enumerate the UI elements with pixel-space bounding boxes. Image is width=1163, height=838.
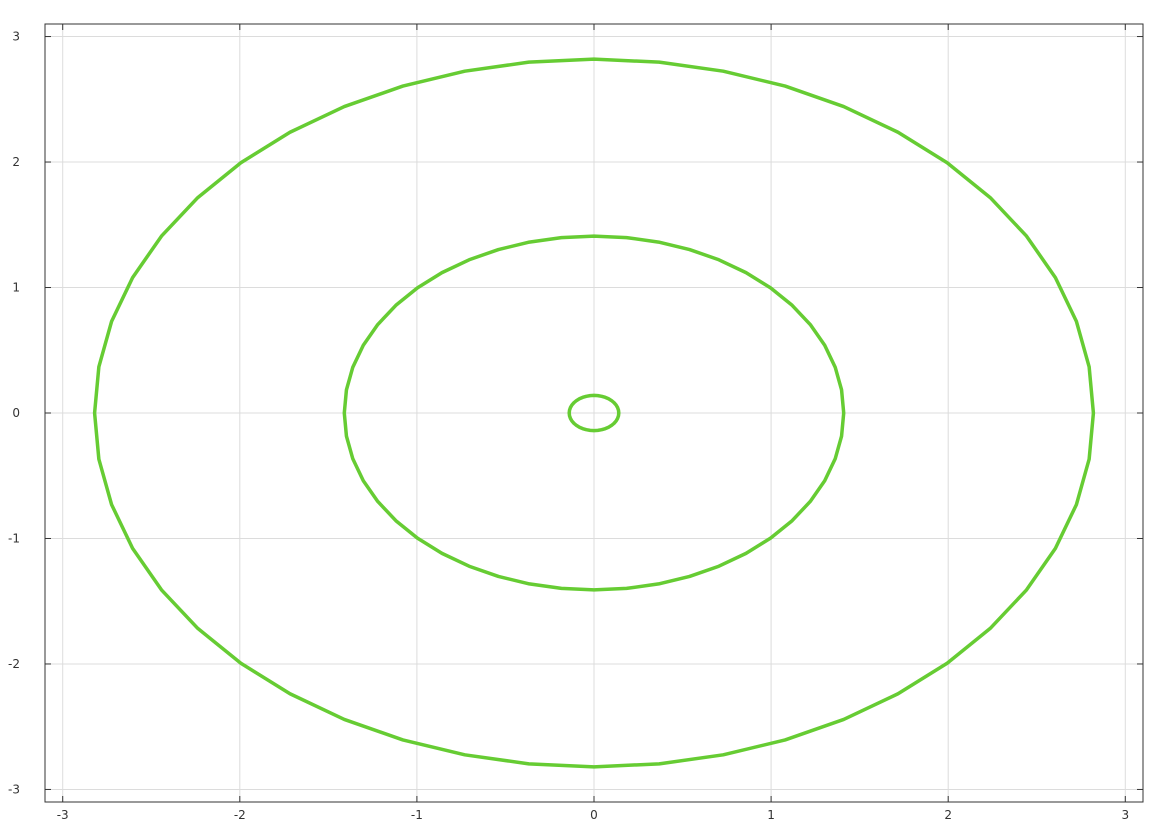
y-tick-label: 1 bbox=[12, 281, 20, 295]
tick-marks bbox=[45, 24, 1143, 802]
contour-lines bbox=[92, 57, 1096, 769]
y-tick-label: 0 bbox=[12, 406, 20, 420]
contour-line-2 bbox=[342, 234, 846, 592]
x-tick-label: -3 bbox=[57, 808, 69, 822]
y-tick-label: -1 bbox=[8, 531, 20, 545]
x-tick-label: 1 bbox=[767, 808, 775, 822]
x-axis-tick-labels: -3 -2 -1 0 1 2 3 bbox=[57, 808, 1129, 822]
x-tick-label: 2 bbox=[944, 808, 952, 822]
y-tick-label: -3 bbox=[8, 782, 20, 796]
y-tick-label: 2 bbox=[12, 155, 20, 169]
contour-line-3 bbox=[92, 57, 1096, 769]
x-tick-label: 0 bbox=[590, 808, 598, 822]
x-tick-label: -1 bbox=[411, 808, 423, 822]
x-tick-label: 3 bbox=[1121, 808, 1129, 822]
x-tick-label: -2 bbox=[234, 808, 246, 822]
y-tick-label: 3 bbox=[12, 30, 20, 44]
y-axis-tick-labels: -3 -2 -1 0 1 2 3 bbox=[8, 30, 20, 797]
grid bbox=[45, 24, 1143, 802]
y-tick-label: -2 bbox=[8, 657, 20, 671]
contour-line-1 bbox=[567, 393, 621, 433]
